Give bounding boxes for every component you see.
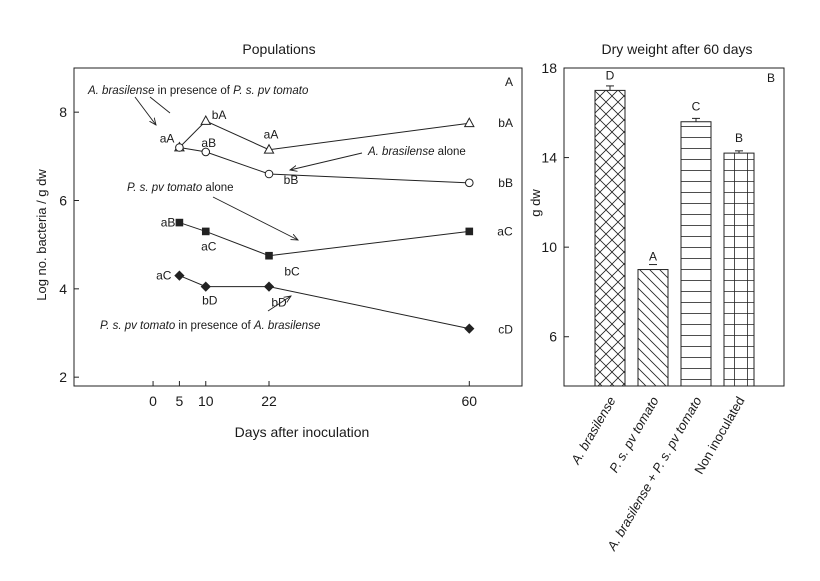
panel-b-ytick-label: 18 [541,60,557,76]
panel-a-series [173,114,475,334]
annotation-arrow-ab-with-pst-2 [149,96,171,114]
panel-a-xtick-label: 10 [198,393,214,409]
series-line-2 [179,147,470,184]
annotation-arrow-pst-with-ab [267,296,291,312]
series-line-3 [179,222,470,257]
panel-a-letter: A [505,75,513,89]
panel-a: Populations A 2 4 6 8 0 5 10 22 60 Log no. bact… [34,41,523,440]
bar-significance-letter: D [606,68,615,82]
panel-a-xtick-label: 60 [462,393,478,409]
bar-3 [680,121,712,387]
panel-a-xlabel: Days after inoculation [235,424,370,440]
panel-b-letter: B [767,71,775,85]
series-line-4 [179,275,470,330]
annotation-arrow-pst-alone [212,196,298,240]
data-point-circle [201,147,211,157]
panel-b-y-axis: 6 10 14 18 [541,60,569,345]
panel-a-ytick-label: 6 [59,193,67,209]
data-point-circle [264,169,274,179]
panel-a-ytick-label: 8 [59,104,67,120]
series-line-1 [179,120,470,151]
data-point-diamond [464,323,475,334]
data-point-square [465,227,474,236]
panel-b-ylabel: g dw [528,189,543,217]
point-significance-label: aA [264,128,279,142]
point-significance-label: cD [498,323,513,337]
point-significance-label: bB [284,173,299,187]
point-significance-label: aB [161,216,176,230]
panel-a-title: Populations [242,41,315,57]
bar-4 [723,152,755,387]
panel-a-ytick-label: 2 [59,369,67,385]
category-label: A. brasilense [568,394,619,467]
data-point-circle [464,178,474,188]
bar-significance-letter: A [649,250,657,264]
annotation-pst-with-ab: P. s. pv tomato in presence of A. brasil… [100,320,320,332]
bar-significance-letter: C [692,100,701,114]
data-point-square [175,218,184,227]
point-significance-label: aC [156,269,172,283]
panel-b-frame [563,67,785,387]
panel-b-ytick-label: 6 [549,329,557,345]
panel-a-y-axis: 2 4 6 8 [59,104,79,385]
data-point-diamond [200,281,211,292]
panel-b-title: Dry weight after 60 days [602,41,753,57]
panel-a-ylabel: Log no. bacteria / g dw [34,169,49,301]
point-significance-label: aB [201,136,216,150]
data-point-triangle [463,117,475,128]
annotation-ab-with-pst: A. brasilense in presence of P. s. pv to… [87,85,309,97]
point-significance-label: bD [202,294,218,308]
point-significance-label: bC [284,265,300,279]
point-significance-label: bA [498,116,513,130]
panel-a-frame [73,67,523,387]
bar-1 [594,89,626,387]
point-significance-label: aA [160,132,175,146]
data-point-diamond [263,281,275,292]
annotation-pst-alone: P. s. pv tomato alone [127,182,234,194]
bar-2 [637,269,669,387]
point-significance-label: aC [497,224,513,238]
panel-a-xtick-label: 0 [149,393,157,409]
panel-b-bars: D A C B [594,68,755,387]
data-point-triangle [200,114,212,125]
data-point-square [265,251,273,260]
annotation-arrow-ab-alone [290,152,363,170]
panel-a-x-axis: 0 5 10 22 60 [149,381,477,409]
point-significance-label: bA [212,108,227,122]
bar-significance-letter: B [735,131,743,145]
panel-b-ytick-label: 14 [541,150,557,166]
point-significance-label: bB [498,176,513,190]
annotation-ab-alone: A. brasilense alone [367,146,466,158]
data-point-circle [175,143,184,152]
panel-a-xtick-label: 5 [176,393,184,409]
panel-a-xtick-label: 22 [261,393,277,409]
data-point-square [201,227,210,236]
point-significance-label: aC [201,239,217,253]
data-point-diamond [174,270,185,281]
panel-a-ytick-label: 4 [59,281,67,297]
data-point-triangle [263,143,275,154]
panel-b-ytick-label: 10 [541,239,557,255]
annotation-arrow-ab-with-pst [134,96,156,125]
